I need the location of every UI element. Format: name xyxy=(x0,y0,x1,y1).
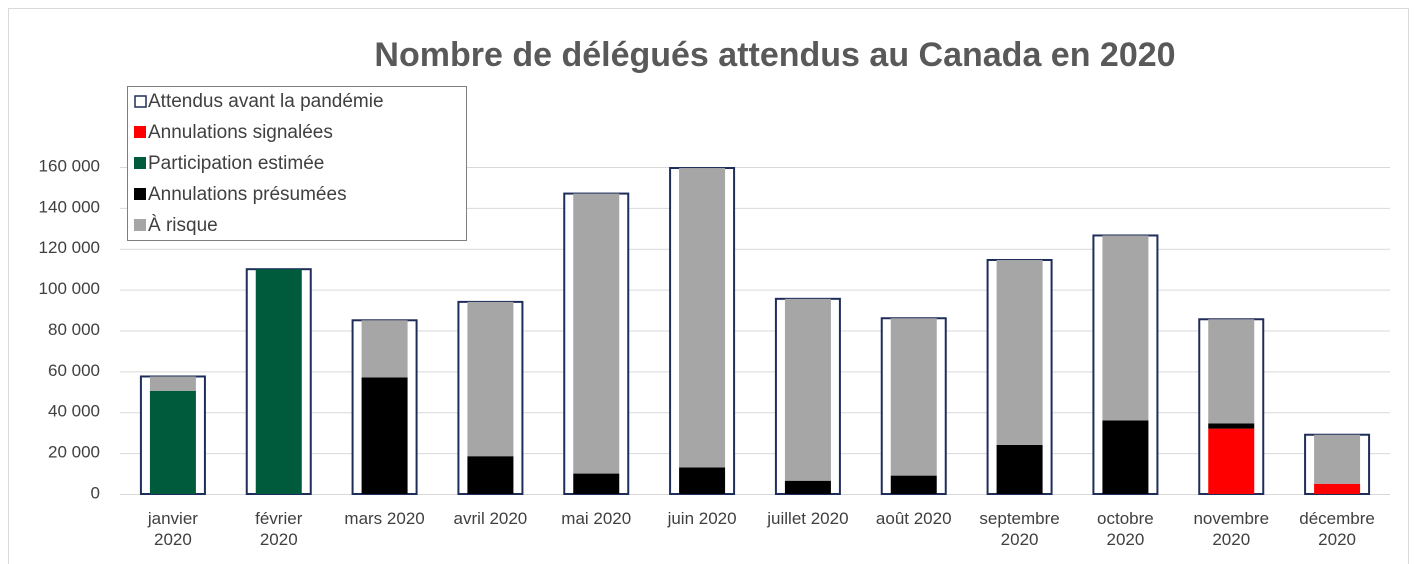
x-tick-label: novembre 2020 xyxy=(1193,509,1270,549)
y-tick-label: 100 000 xyxy=(39,279,100,298)
x-tick-label: juillet 2020 xyxy=(767,509,849,528)
stack-segment xyxy=(1208,428,1255,494)
legend-marker xyxy=(134,126,146,138)
stack-segment xyxy=(890,318,937,476)
y-tick-label: 60 000 xyxy=(48,361,100,380)
stack-segment xyxy=(1102,235,1149,421)
stack-segment xyxy=(255,269,302,494)
stack-segment xyxy=(1208,423,1255,429)
stack-segment xyxy=(467,456,514,494)
stack-segment xyxy=(1314,434,1361,484)
y-tick-label: 160 000 xyxy=(39,156,100,175)
stack-segment xyxy=(679,168,726,468)
stack-segment xyxy=(573,473,620,494)
x-tick-label: mars 2020 xyxy=(344,509,425,528)
legend-label: Participation estimée xyxy=(148,153,324,174)
y-tick-label: 120 000 xyxy=(39,238,100,257)
x-tick-label: décembre 2020 xyxy=(1299,509,1375,549)
x-tick-label: janvier 2020 xyxy=(147,509,198,549)
legend-label: Annulations présumées xyxy=(148,184,347,205)
stack-segment xyxy=(467,301,514,457)
x-tick-label: septembre 2020 xyxy=(979,509,1060,549)
stack-segment xyxy=(1314,483,1361,494)
stack-segment xyxy=(784,298,831,481)
stack-segment xyxy=(996,444,1043,494)
x-tick-label: février 2020 xyxy=(255,509,303,549)
x-tick-label: août 2020 xyxy=(875,509,952,528)
legend-marker xyxy=(134,157,146,169)
legend-label: À risque xyxy=(148,215,218,236)
stack-segment xyxy=(573,193,620,474)
frame xyxy=(8,8,1409,564)
legend-marker xyxy=(134,188,146,200)
stack-segment xyxy=(149,390,196,494)
legend-label: Annulations signalées xyxy=(148,122,333,143)
stack-segment xyxy=(1102,420,1149,494)
stack-segment xyxy=(1208,319,1255,424)
stack-segment xyxy=(361,320,408,378)
x-tick-label: octobre 2020 xyxy=(1097,509,1154,549)
chart-title: Nombre de délégués attendus au Canada en… xyxy=(374,36,1175,74)
legend-label: Attendus avant la pandémie xyxy=(148,91,384,112)
legend-marker xyxy=(134,219,146,231)
stack-segment xyxy=(149,376,196,391)
y-tick-label: 140 000 xyxy=(39,197,100,216)
stack-segment xyxy=(784,480,831,494)
stack-segment xyxy=(996,259,1043,445)
y-tick-label: 80 000 xyxy=(48,320,100,339)
x-tick-label: mai 2020 xyxy=(561,509,632,528)
y-tick-label: 0 xyxy=(91,483,100,502)
y-tick-label: 20 000 xyxy=(48,443,100,462)
x-tick-label: juin 2020 xyxy=(667,509,737,528)
stack-segment xyxy=(890,475,937,494)
y-tick-label: 40 000 xyxy=(48,402,100,421)
stack-segment xyxy=(361,377,408,494)
legend-marker xyxy=(134,95,147,108)
stack-segment xyxy=(679,467,726,494)
x-tick-label: avril 2020 xyxy=(453,509,528,528)
legend-box xyxy=(127,86,467,241)
